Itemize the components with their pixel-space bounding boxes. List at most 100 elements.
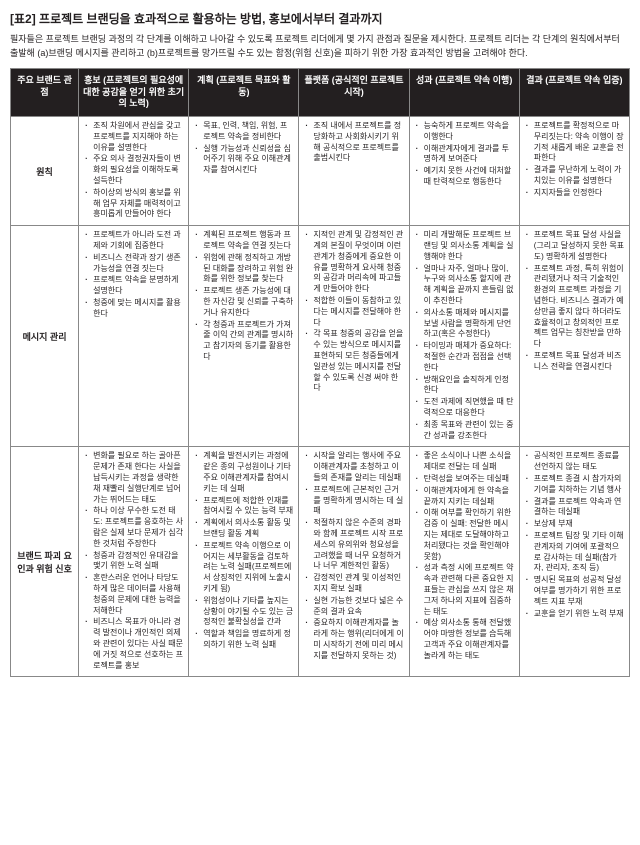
row-label: 원칙: [11, 117, 79, 226]
list-item: 예상 의사소통 통해 전달했어야 마땅한 정보를 습득해 고객과 주요 이해관계…: [424, 618, 515, 661]
cell: 프로젝트를 확정적으로 마무리짓는다: 약속 이행이 장기적 새롭게 배운 교훈…: [519, 117, 629, 226]
list-item: 프로젝트 종결 시 참가자의 기여를 치하하는 기념 행사: [534, 474, 625, 496]
list-item: 의사소통 매체와 메시지를 보낼 사람을 명확하게 단언하고(혹은 수정한다): [424, 308, 515, 340]
list-item: 성과 측정 시에 프로젝트 약속과 관련해 다른 중요한 지표들는 관심을 쓰지…: [424, 563, 515, 617]
list-item: 지지자들을 인정한다: [534, 188, 625, 199]
list-item: 하나 이상 무수한 도전 태도: 프로젝트를 응호하는 사람은 실제 보다 문제…: [93, 506, 184, 549]
cell-list: 지적인 관계 및 감정적인 관계의 본질이 무엇이며 이런 관계가 청중에게 중…: [303, 230, 404, 394]
cell: 미리 개발해둔 프로젝트 브랜딩 및 의사소통 계획을 실행해야 한다얼마나 자…: [409, 226, 519, 447]
cell: 계획을 발전시키는 과정에 같은 종의 구성원이나 기타 주요 이해관계자를 참…: [189, 447, 299, 677]
list-item: 주요 의사 결정권자들이 변화의 필요성을 이해하도록 설득한다: [93, 154, 184, 186]
list-item: 비즈니스 전략과 장기 생존 가능성을 연결 짓는다: [93, 253, 184, 275]
header-2: 계획 (프로젝트 목표와 활동): [189, 69, 299, 117]
list-item: 혼란스러운 언어나 타당도하게 많은 데이터를 사용해 청중의 문제에 대한 능…: [93, 573, 184, 616]
cell-list: 조직 내에서 프로젝트를 정당화하고 사회화시키기 위해 공식적으로 프로젝트를…: [303, 121, 404, 164]
list-item: 프로젝트 약속 이행으로 이어지는 세부활동을 검토하려는 노력 실패(프로젝트…: [203, 541, 294, 595]
list-item: 역할과 책임을 명료하게 정의하기 위한 노력 실패: [203, 629, 294, 651]
list-item: 보상제 부재: [534, 519, 625, 530]
cell: 공식적인 프로젝트 종료를 선언하지 않는 태도프로젝트 종결 시 참가자의 기…: [519, 447, 629, 677]
table-row: 원칙조직 차원에서 관심을 갖고 프로젝트를 지지해야 하는 이유를 설명한다주…: [11, 117, 630, 226]
list-item: 이해관계자에게 한 약속을 끝까지 지키는 데실패: [424, 486, 515, 508]
list-item: 결과를 무난하게 노력이 가치있는 이유를 설명한다: [534, 165, 625, 187]
brand-table: 주요 브랜드 관점 홍보 (프로젝트의 필요성에 대한 공감을 얻기 위한 초기…: [10, 68, 630, 677]
table-row: 브랜드 파괴 요인과 위험 신호 변화를 필요로 하는 골아픈 문제가 존재 한다…: [11, 447, 630, 677]
list-item: 프로젝트 생존 가능성에 대한 자신감 및 신뢰를 구축하거나 유지한다: [203, 286, 294, 318]
list-item: 실행 가능성과 신뢰성을 심어주기 위해 주요 이해관계자를 참여시킨다: [203, 144, 294, 176]
list-item: 프로젝트에 근본적인 근거를 명확하게 명시하는 데 실패: [313, 485, 404, 517]
cell-list: 능숙하게 프로젝트 약속을 이행한다이해관계자에게 결과를 투명하게 보여준다예…: [414, 121, 515, 188]
list-item: 이해 여부를 확인하기 위한 검증 이 실패: 전달한 메시지는 제대로 도달해…: [424, 508, 515, 562]
cell: 프로젝트 목표 달성 사실을(그리고 달성하지 못한 목표도) 명확하게 설명한…: [519, 226, 629, 447]
list-item: 능숙하게 프로젝트 약속을 이행한다: [424, 121, 515, 143]
list-item: 얼마나 자주, 얼마나 많이, 누구와 의사소통 할지에 관해 계획을 끝까지 …: [424, 264, 515, 307]
list-item: 프로젝트를 확정적으로 마무리짓는다: 약속 이행이 장기적 새롭게 배운 교훈…: [534, 121, 625, 164]
list-item: 조직 차원에서 관심을 갖고 프로젝트를 지지해야 하는 이유를 설명한다: [93, 121, 184, 153]
list-item: 프로젝트 목표 달성 사실을(그리고 달성하지 못한 목표도) 명확하게 설명한…: [534, 230, 625, 262]
list-item: 결과를 프로젝트 약속과 연결하는 데실패: [534, 497, 625, 519]
list-item: 프로젝트 팀장 및 기타 이해관계자의 기여에 포괄적으로 감사하는 데 실패(…: [534, 531, 625, 574]
list-item: 변화를 필요로 하는 골아픈 문제가 존재 한다는 사실을 납득시키는 과정을 …: [93, 451, 184, 505]
cell-list: 미리 개발해둔 프로젝트 브랜딩 및 의사소통 계획을 실행해야 한다얼마나 자…: [414, 230, 515, 441]
list-item: 도전 과제에 직면했을 때 탄력적으로 대응한다: [424, 397, 515, 419]
cell: 계획된 프로젝트 행동과 프로젝트 약속을 연결 짓는다위험에 관해 정직하고 …: [189, 226, 299, 447]
cell: 지적인 관계 및 감정적인 관계의 본질이 무엇이며 이런 관계가 청중에게 중…: [299, 226, 409, 447]
list-item: 적절하지 않은 수준의 경파와 함께 프로젝트 시작 프로세스의 유의위와 청요…: [313, 518, 404, 572]
list-item: 적합한 이들이 동참하고 있다는 메시지를 전달해야 한다: [313, 296, 404, 328]
cell: 변화를 필요로 하는 골아픈 문제가 존재 한다는 사실을 납득시키는 과정을 …: [79, 447, 189, 677]
list-item: 위험에 관해 정직하고 개방된 대화를 장려하고 위험 완화를 위한 정보를 찾…: [203, 253, 294, 285]
list-item: 최종 목표와 관련이 있는 중간 성과를 강조한다: [424, 420, 515, 442]
list-item: 이해관계자에게 결과를 투명하게 보여준다: [424, 144, 515, 166]
cell-list: 계획된 프로젝트 행동과 프로젝트 약속을 연결 짓는다위험에 관해 정직하고 …: [193, 230, 294, 363]
cell-list: 프로젝트가 아니라 도전 과제와 기회에 집중한다비즈니스 전략과 장기 생존 …: [83, 230, 184, 319]
list-item: 프로젝트 과정, 특히 위험이 관리됐거나 적극 기술적인 환경의 프로젝트 과…: [534, 264, 625, 350]
list-item: 계획된 프로젝트 행동과 프로젝트 약속을 연결 짓는다: [203, 230, 294, 252]
cell: 목표, 인력, 책임, 위험, 프로젝트 약속을 정비한다실행 가능성과 신뢰성…: [189, 117, 299, 226]
cell: 조직 차원에서 관심을 갖고 프로젝트를 지지해야 하는 이유를 설명한다주요 …: [79, 117, 189, 226]
header-4: 성과 (프로젝트 약속 이행): [409, 69, 519, 117]
header-row: 주요 브랜드 관점 홍보 (프로젝트의 필요성에 대한 공감을 얻기 위한 초기…: [11, 69, 630, 117]
cell-list: 시작을 알리는 행사에 주요 이해관계자를 초청하고 이들의 존재를 알리는 데…: [303, 451, 404, 661]
list-item: 중요하지 이해관계자를 놀라게 하는 행위(리더에게 이미 시작하기 전에 미리…: [313, 618, 404, 661]
list-item: 교훈을 얻기 위한 노력 부재: [534, 609, 625, 620]
list-item: 예기치 못한 사건에 대처할 때 탄력적으로 행동한다: [424, 166, 515, 188]
list-item: 목표, 인력, 책임, 위험, 프로젝트 약속을 정비한다: [203, 121, 294, 143]
list-item: 청중과 감정적인 유대감을 맺기 위한 노력 실패: [93, 551, 184, 573]
cell: 좋은 소식이나 나쁜 소식을 제대로 전달는 데 실패탄력성을 보여주는 데실패…: [409, 447, 519, 677]
list-item: 감정적인 관계 및 이성적인 지지 확보 실패: [313, 573, 404, 595]
list-item: 청중에 맞는 메시지를 활용한다: [93, 298, 184, 320]
cell-list: 변화를 필요로 하는 골아픈 문제가 존재 한다는 사실을 납득시키는 과정을 …: [83, 451, 184, 671]
list-item: 탄력성을 보여주는 데실패: [424, 474, 515, 485]
list-item: 방해요인을 솔직하게 인정한다: [424, 375, 515, 397]
row-label: 메시지 관리: [11, 226, 79, 447]
list-item: 프로젝트가 아니라 도전 과제와 기회에 집중한다: [93, 230, 184, 252]
list-item: 프로젝트 약속을 분명하게 설명한다: [93, 275, 184, 297]
cell: 능숙하게 프로젝트 약속을 이행한다이해관계자에게 결과를 투명하게 보여준다예…: [409, 117, 519, 226]
header-0: 주요 브랜드 관점: [11, 69, 79, 117]
list-item: 실현 가능한 것보다 넓은 수준의 결과 요속: [313, 596, 404, 618]
list-item: 명시된 목표의 성공적 달성 여부를 명가하기 위한 프로젝트 지표 부재: [534, 575, 625, 607]
table-title: [표2] 프로젝트 브랜딩을 효과적으로 활용하는 방법, 홍보에서부터 결과까…: [10, 10, 630, 27]
list-item: 각 청중과 프로젝트가 가져줄 이익 간의 관계를 명시하고 참기자의 동기를 …: [203, 320, 294, 363]
cell-list: 프로젝트 목표 달성 사실을(그리고 달성하지 못한 목표도) 명확하게 설명한…: [524, 230, 625, 372]
cell-list: 좋은 소식이나 나쁜 소식을 제대로 전달는 데 실패탄력성을 보여주는 데실패…: [414, 451, 515, 661]
list-item: 위험성이나 기타를 높지는 상황이 야기될 수도 있는 긍정적인 불확실성을 간…: [203, 596, 294, 628]
list-item: 각 목표 청중의 공감을 얻을 수 있는 방식으로 메시지를 표현하되 모든 청…: [313, 329, 404, 394]
cell-list: 목표, 인력, 책임, 위험, 프로젝트 약속을 정비한다실행 가능성과 신뢰성…: [193, 121, 294, 176]
list-item: 좋은 소식이나 나쁜 소식을 제대로 전달는 데 실패: [424, 451, 515, 473]
cell-list: 프로젝트를 확정적으로 마무리짓는다: 약속 이행이 장기적 새롭게 배운 교훈…: [524, 121, 625, 199]
list-item: 조직 내에서 프로젝트를 정당화하고 사회화시키기 위해 공식적으로 프로젝트를…: [313, 121, 404, 164]
cell: 시작을 알리는 행사에 주요 이해관계자를 초청하고 이들의 존재를 알리는 데…: [299, 447, 409, 677]
header-5: 결과 (프로젝트 약속 입증): [519, 69, 629, 117]
table-row: 메시지 관리프로젝트가 아니라 도전 과제와 기회에 집중한다비즈니스 전략과 …: [11, 226, 630, 447]
header-3: 플랫폼 (공식적인 프로젝트 시작): [299, 69, 409, 117]
row-label: 브랜드 파괴 요인과 위험 신호: [11, 447, 79, 677]
list-item: 타이밍과 매체가 중요하다: 적절한 순간과 접점을 선택한다: [424, 341, 515, 373]
list-item: 공식적인 프로젝트 종료를 선언하지 않는 태도: [534, 451, 625, 473]
list-item: 프로젝트 목표 달성과 비즈니스 전략을 연결시킨다: [534, 351, 625, 373]
header-1: 홍보 (프로젝트의 필요성에 대한 공감을 얻기 위한 초기의 노력): [79, 69, 189, 117]
cell-list: 공식적인 프로젝트 종료를 선언하지 않는 태도프로젝트 종결 시 참가자의 기…: [524, 451, 625, 619]
cell-list: 조직 차원에서 관심을 갖고 프로젝트를 지지해야 하는 이유를 설명한다주요 …: [83, 121, 184, 220]
table-intro: 필자들은 프로젝트 브랜딩 과정의 각 단계를 이해하고 나아갈 수 있도록 프…: [10, 33, 630, 60]
cell-list: 계획을 발전시키는 과정에 같은 종의 구성원이나 기타 주요 이해관계자를 참…: [193, 451, 294, 650]
cell: 프로젝트가 아니라 도전 과제와 기회에 집중한다비즈니스 전략과 장기 생존 …: [79, 226, 189, 447]
